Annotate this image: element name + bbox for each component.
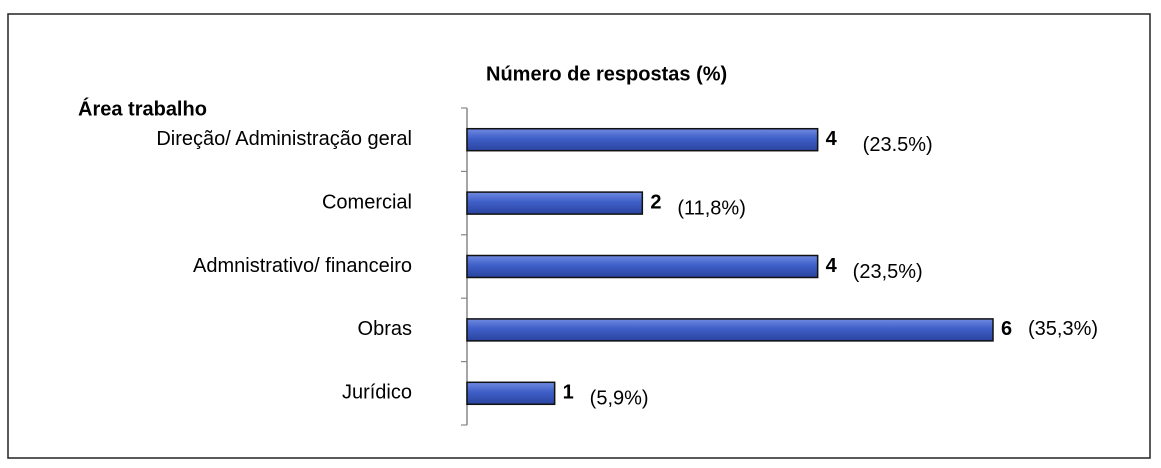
category-label: Obras [358,318,412,340]
value-label: 6 [1001,318,1012,340]
frame [7,13,1151,459]
percentage-label: (11,8%) [677,197,746,219]
category-label: Direção/ Administração geral [156,128,412,150]
bar [466,191,644,215]
percentage-label: (5,9%) [590,388,649,410]
bar [466,127,819,152]
bar [466,318,994,342]
category-label: Jurídico [342,382,412,404]
bar [466,381,556,406]
value-label: 4 [826,255,838,277]
category-label: Admnistrativo/ financeiro [193,255,412,277]
category-header: Área trabalho [78,97,207,120]
value-label: 2 [650,191,661,213]
value-label: 1 [563,382,574,404]
chart-title: Número de respostas (%) [486,63,727,85]
percentage-label: (35,3%) [1028,318,1098,340]
bar [466,254,819,279]
percentage-label: (23,5%) [853,261,923,283]
percentage-label: (23.5%) [863,134,933,156]
category-label: Comercial [322,191,412,213]
value-label: 4 [826,128,838,150]
